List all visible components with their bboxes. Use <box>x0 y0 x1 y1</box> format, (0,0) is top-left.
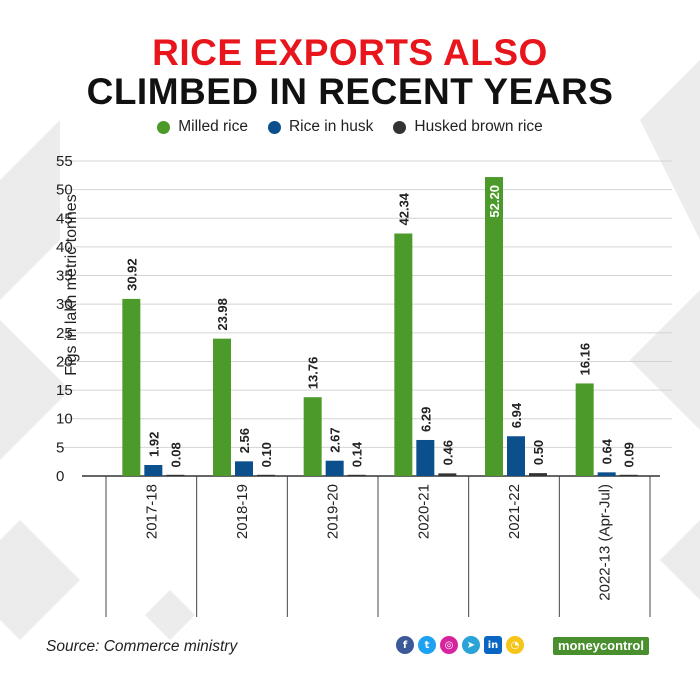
chart-title-line-1: RICE EXPORTS ALSO <box>152 32 548 73</box>
instagram-icon[interactable]: ◎ <box>440 636 458 654</box>
data-label: 2.56 <box>237 428 252 453</box>
y-tick-label: 30 <box>56 296 73 313</box>
bar-husked-brown-rice <box>166 474 185 476</box>
bar-milled-rice <box>394 233 413 476</box>
y-tick-label: 55 <box>56 153 73 170</box>
bar-rice-in-husk <box>597 472 616 476</box>
data-label: 0.09 <box>622 442 637 467</box>
data-label: 13.76 <box>306 357 321 390</box>
koo-icon[interactable]: ◔ <box>506 636 524 654</box>
social-icons: f t ◎ ➤ in ◔ <box>396 636 524 654</box>
twitter-icon[interactable]: t <box>418 636 436 654</box>
y-tick-label: 50 <box>56 182 73 199</box>
bar-husked-brown-rice <box>619 474 638 476</box>
bar-rice-in-husk <box>144 465 163 476</box>
data-label: 0.64 <box>600 438 615 464</box>
x-tick-label: 2020-21 <box>415 484 432 539</box>
bar-rice-in-husk <box>235 461 253 476</box>
x-tick-label: 2022-13 (Apr-Jul) <box>597 484 614 601</box>
y-tick-label: 45 <box>56 210 73 227</box>
y-tick-label: 40 <box>56 239 73 256</box>
chart-title-line-2: CLIMBED IN RECENT YEARS <box>86 71 614 112</box>
bar-rice-in-husk <box>325 460 344 476</box>
y-tick-label: 0 <box>56 468 64 485</box>
bar-milled-rice <box>303 397 322 476</box>
data-label: 52.20 <box>487 185 502 218</box>
y-tick-label: 35 <box>56 268 73 285</box>
y-tick-label: 20 <box>56 353 73 370</box>
legend-swatch-husked-brown-rice <box>393 120 407 134</box>
y-axis-title: Figs in lakh metric tonnes <box>63 194 80 375</box>
bar-rice-in-husk <box>416 439 435 476</box>
legend-label-milled-rice: Milled rice <box>178 118 248 135</box>
bar-husked-brown-rice <box>438 473 457 476</box>
legend-swatch-rice-in-husk <box>267 120 281 134</box>
bar-rice-in-husk <box>507 436 525 476</box>
bar-milled-rice <box>575 383 594 476</box>
x-tick-label: 2019-20 <box>325 484 342 539</box>
legend-label-rice-in-husk: Rice in husk <box>288 118 374 135</box>
bar-husked-brown-rice <box>257 474 275 476</box>
brand-logo: moneycontrol <box>553 637 649 655</box>
y-tick-label: 10 <box>56 411 73 428</box>
bar-milled-rice <box>213 338 231 476</box>
data-label: 42.34 <box>396 192 411 225</box>
data-label: 23.98 <box>215 298 230 331</box>
linkedin-icon[interactable]: in <box>484 636 502 654</box>
source-note: Source: Commerce ministry <box>46 638 238 655</box>
legend-item-rice-in-husk: Rice in husk <box>267 118 374 136</box>
data-label: 16.16 <box>578 343 593 376</box>
data-label: 0.10 <box>259 442 274 467</box>
y-tick-label: 5 <box>56 439 64 456</box>
data-label: 1.92 <box>146 432 161 457</box>
bar-husked-brown-rice <box>347 474 366 476</box>
bar-husked-brown-rice <box>529 473 547 476</box>
legend-item-husked-brown-rice: Husked brown rice <box>393 118 543 136</box>
data-label: 0.08 <box>168 442 183 467</box>
legend: Milled rice Rice in husk Husked brown ri… <box>0 118 700 136</box>
bar-milled-rice <box>485 177 503 476</box>
data-label: 6.94 <box>509 402 524 428</box>
data-label: 0.50 <box>531 440 546 465</box>
facebook-icon[interactable]: f <box>396 636 414 654</box>
bar-milled-rice <box>122 298 141 476</box>
data-label: 0.46 <box>440 440 455 465</box>
x-tick-label: 2017-18 <box>143 484 160 539</box>
x-tick-label: 2021-22 <box>506 484 523 539</box>
data-label: 2.67 <box>328 427 343 452</box>
data-label: 0.14 <box>350 441 365 467</box>
legend-label-husked-brown-rice: Husked brown rice <box>414 118 543 135</box>
y-tick-label: 15 <box>56 382 73 399</box>
legend-swatch-milled-rice <box>157 120 171 134</box>
data-label: 30.92 <box>124 258 139 291</box>
y-tick-label: 25 <box>56 325 73 342</box>
data-label: 6.29 <box>418 407 433 432</box>
x-tick-label: 2018-19 <box>234 484 251 539</box>
telegram-icon[interactable]: ➤ <box>462 636 480 654</box>
legend-item-milled-rice: Milled rice <box>157 118 248 136</box>
